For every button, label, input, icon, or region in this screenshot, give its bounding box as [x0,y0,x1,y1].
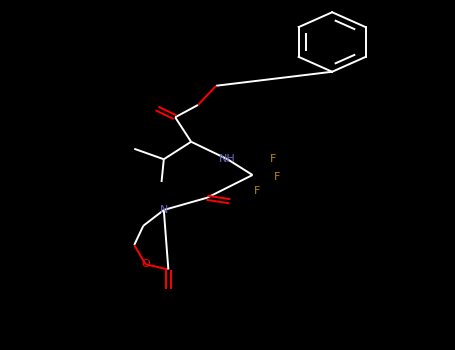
Text: N: N [160,205,168,215]
Text: O: O [141,259,150,269]
Text: F: F [254,186,260,196]
Text: F: F [274,172,281,182]
Text: F: F [270,154,276,164]
Text: NH: NH [219,154,236,164]
